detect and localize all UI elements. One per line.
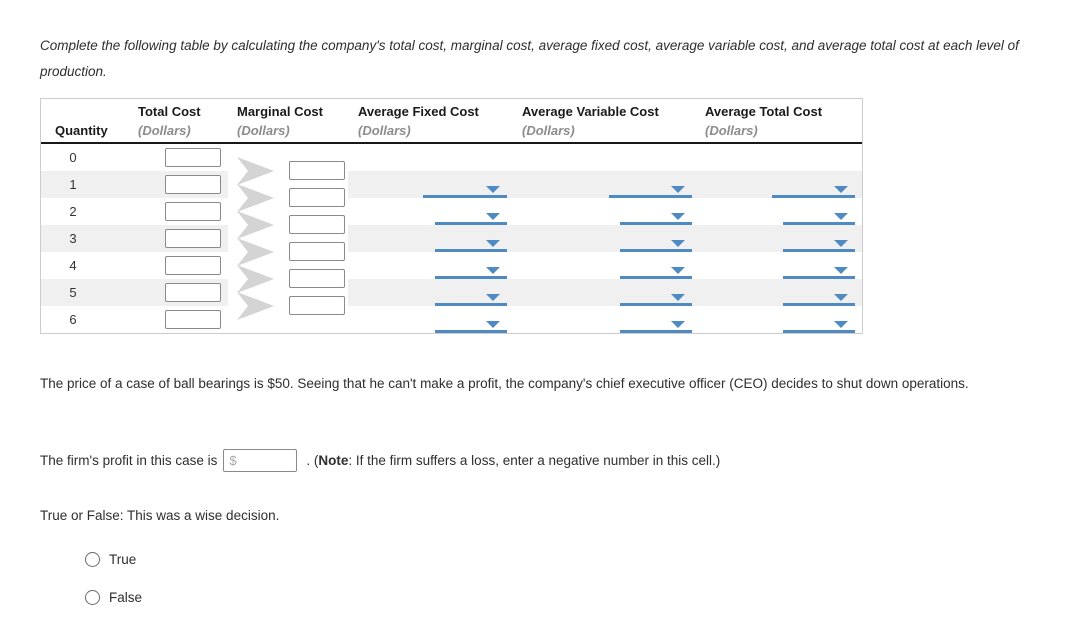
average-variable-cost-dropdown-q2[interactable] bbox=[620, 206, 692, 225]
dropdown-arrow-icon bbox=[486, 294, 500, 301]
dropdown-arrow-icon bbox=[834, 294, 848, 301]
radio-false[interactable] bbox=[85, 590, 100, 605]
average-fixed-cost-dropdown-q2[interactable] bbox=[435, 206, 507, 225]
note-label: Note bbox=[318, 453, 349, 468]
row-stripe bbox=[348, 279, 862, 306]
marginal-cost-input-5-6[interactable] bbox=[289, 296, 345, 315]
average-fixed-cost-dropdown-q4[interactable] bbox=[435, 260, 507, 279]
dropdown-arrow-icon bbox=[486, 213, 500, 220]
average-variable-cost-dropdown-q4[interactable] bbox=[620, 260, 692, 279]
radio-true[interactable] bbox=[85, 552, 100, 567]
dropdown-arrow-icon bbox=[671, 240, 685, 247]
chevron-right-icon bbox=[237, 238, 274, 266]
average-variable-cost-dropdown-q3[interactable] bbox=[620, 233, 692, 252]
dropdown-arrow-icon bbox=[834, 240, 848, 247]
chevron-right-icon bbox=[237, 292, 274, 320]
dropdown-arrow-icon bbox=[486, 240, 500, 247]
dropdown-arrow-icon bbox=[486, 321, 500, 328]
false-option-row: False bbox=[85, 590, 142, 605]
quantity-label: 1 bbox=[69, 177, 77, 192]
row-stripe bbox=[348, 171, 862, 198]
average-total-cost-dropdown-q2[interactable] bbox=[783, 206, 855, 225]
total-cost-input-q4[interactable] bbox=[165, 256, 221, 275]
dropdown-arrow-icon bbox=[671, 213, 685, 220]
radio-true-label: True bbox=[109, 552, 137, 567]
marginal-cost-input-1-2[interactable] bbox=[289, 188, 345, 207]
dropdown-arrow-icon bbox=[834, 186, 848, 193]
quantity-label: 5 bbox=[69, 285, 77, 300]
instruction-text: Complete the following table by calculat… bbox=[40, 38, 1019, 79]
average-total-cost-dropdown-q1[interactable] bbox=[772, 179, 855, 198]
profit-note: . (Note: If the firm suffers a loss, ent… bbox=[306, 453, 721, 468]
profit-question: The firm's profit in this case is $ . (N… bbox=[40, 449, 720, 472]
average-total-cost-dropdown-q5[interactable] bbox=[783, 287, 855, 306]
average-variable-cost-dropdown-q5[interactable] bbox=[620, 287, 692, 306]
column-header-marginal-cost: Marginal Cost (Dollars) bbox=[237, 104, 323, 138]
quantity-label: 3 bbox=[69, 231, 77, 246]
dropdown-arrow-icon bbox=[671, 321, 685, 328]
cost-table: Quantity Total Cost (Dollars) Marginal C… bbox=[40, 98, 863, 334]
marginal-cost-input-3-4[interactable] bbox=[289, 242, 345, 261]
true-option-row: True bbox=[85, 552, 136, 567]
average-variable-cost-dropdown-q1[interactable] bbox=[609, 179, 692, 198]
dropdown-arrow-icon bbox=[486, 186, 500, 193]
column-header-total-cost: Total Cost (Dollars) bbox=[138, 104, 201, 138]
chevron-right-icon bbox=[237, 211, 274, 239]
true-false-question: True or False: This was a wise decision. bbox=[40, 508, 280, 523]
total-cost-input-q6[interactable] bbox=[165, 310, 221, 329]
average-variable-cost-dropdown-q6[interactable] bbox=[620, 314, 692, 333]
average-fixed-cost-dropdown-q1[interactable] bbox=[423, 179, 507, 198]
quantity-label: 4 bbox=[69, 258, 77, 273]
average-fixed-cost-dropdown-q6[interactable] bbox=[435, 314, 507, 333]
profit-label: The firm's profit in this case is bbox=[40, 453, 218, 468]
scenario-text: The price of a case of ball bearings is … bbox=[40, 376, 969, 391]
chevron-right-icon bbox=[237, 157, 274, 185]
column-header-average-variable-cost: Average Variable Cost (Dollars) bbox=[522, 104, 659, 138]
radio-false-label: False bbox=[109, 590, 143, 605]
dropdown-arrow-icon bbox=[486, 267, 500, 274]
total-cost-input-q0[interactable] bbox=[165, 148, 221, 167]
total-cost-input-q3[interactable] bbox=[165, 229, 221, 248]
total-cost-input-q1[interactable] bbox=[165, 175, 221, 194]
profit-input[interactable]: $ bbox=[223, 449, 298, 472]
average-total-cost-dropdown-q6[interactable] bbox=[783, 314, 855, 333]
average-fixed-cost-dropdown-q3[interactable] bbox=[435, 233, 507, 252]
column-header-average-total-cost: Average Total Cost (Dollars) bbox=[705, 104, 823, 138]
average-total-cost-dropdown-q4[interactable] bbox=[783, 260, 855, 279]
marginal-cost-input-2-3[interactable] bbox=[289, 215, 345, 234]
dropdown-arrow-icon bbox=[834, 213, 848, 220]
total-cost-input-q2[interactable] bbox=[165, 202, 221, 221]
dropdown-arrow-icon bbox=[671, 186, 685, 193]
table-header: Quantity Total Cost (Dollars) Marginal C… bbox=[41, 99, 862, 144]
marginal-cost-input-4-5[interactable] bbox=[289, 269, 345, 288]
marginal-cost-input-0-1[interactable] bbox=[289, 161, 345, 180]
dropdown-arrow-icon bbox=[834, 267, 848, 274]
row-stripe bbox=[348, 225, 862, 252]
average-total-cost-dropdown-q3[interactable] bbox=[783, 233, 855, 252]
currency-prefix: $ bbox=[229, 453, 237, 468]
column-header-average-fixed-cost: Average Fixed Cost (Dollars) bbox=[358, 104, 479, 138]
chevron-right-icon bbox=[237, 184, 274, 212]
average-fixed-cost-dropdown-q5[interactable] bbox=[435, 287, 507, 306]
quantity-label: 2 bbox=[69, 204, 77, 219]
chevron-right-icon bbox=[237, 265, 274, 293]
quantity-label: 6 bbox=[69, 312, 77, 327]
dropdown-arrow-icon bbox=[671, 267, 685, 274]
quantity-label: 0 bbox=[69, 150, 77, 165]
column-header-quantity: Quantity bbox=[55, 123, 108, 138]
total-cost-input-q5[interactable] bbox=[165, 283, 221, 302]
dropdown-arrow-icon bbox=[671, 294, 685, 301]
dropdown-arrow-icon bbox=[834, 321, 848, 328]
